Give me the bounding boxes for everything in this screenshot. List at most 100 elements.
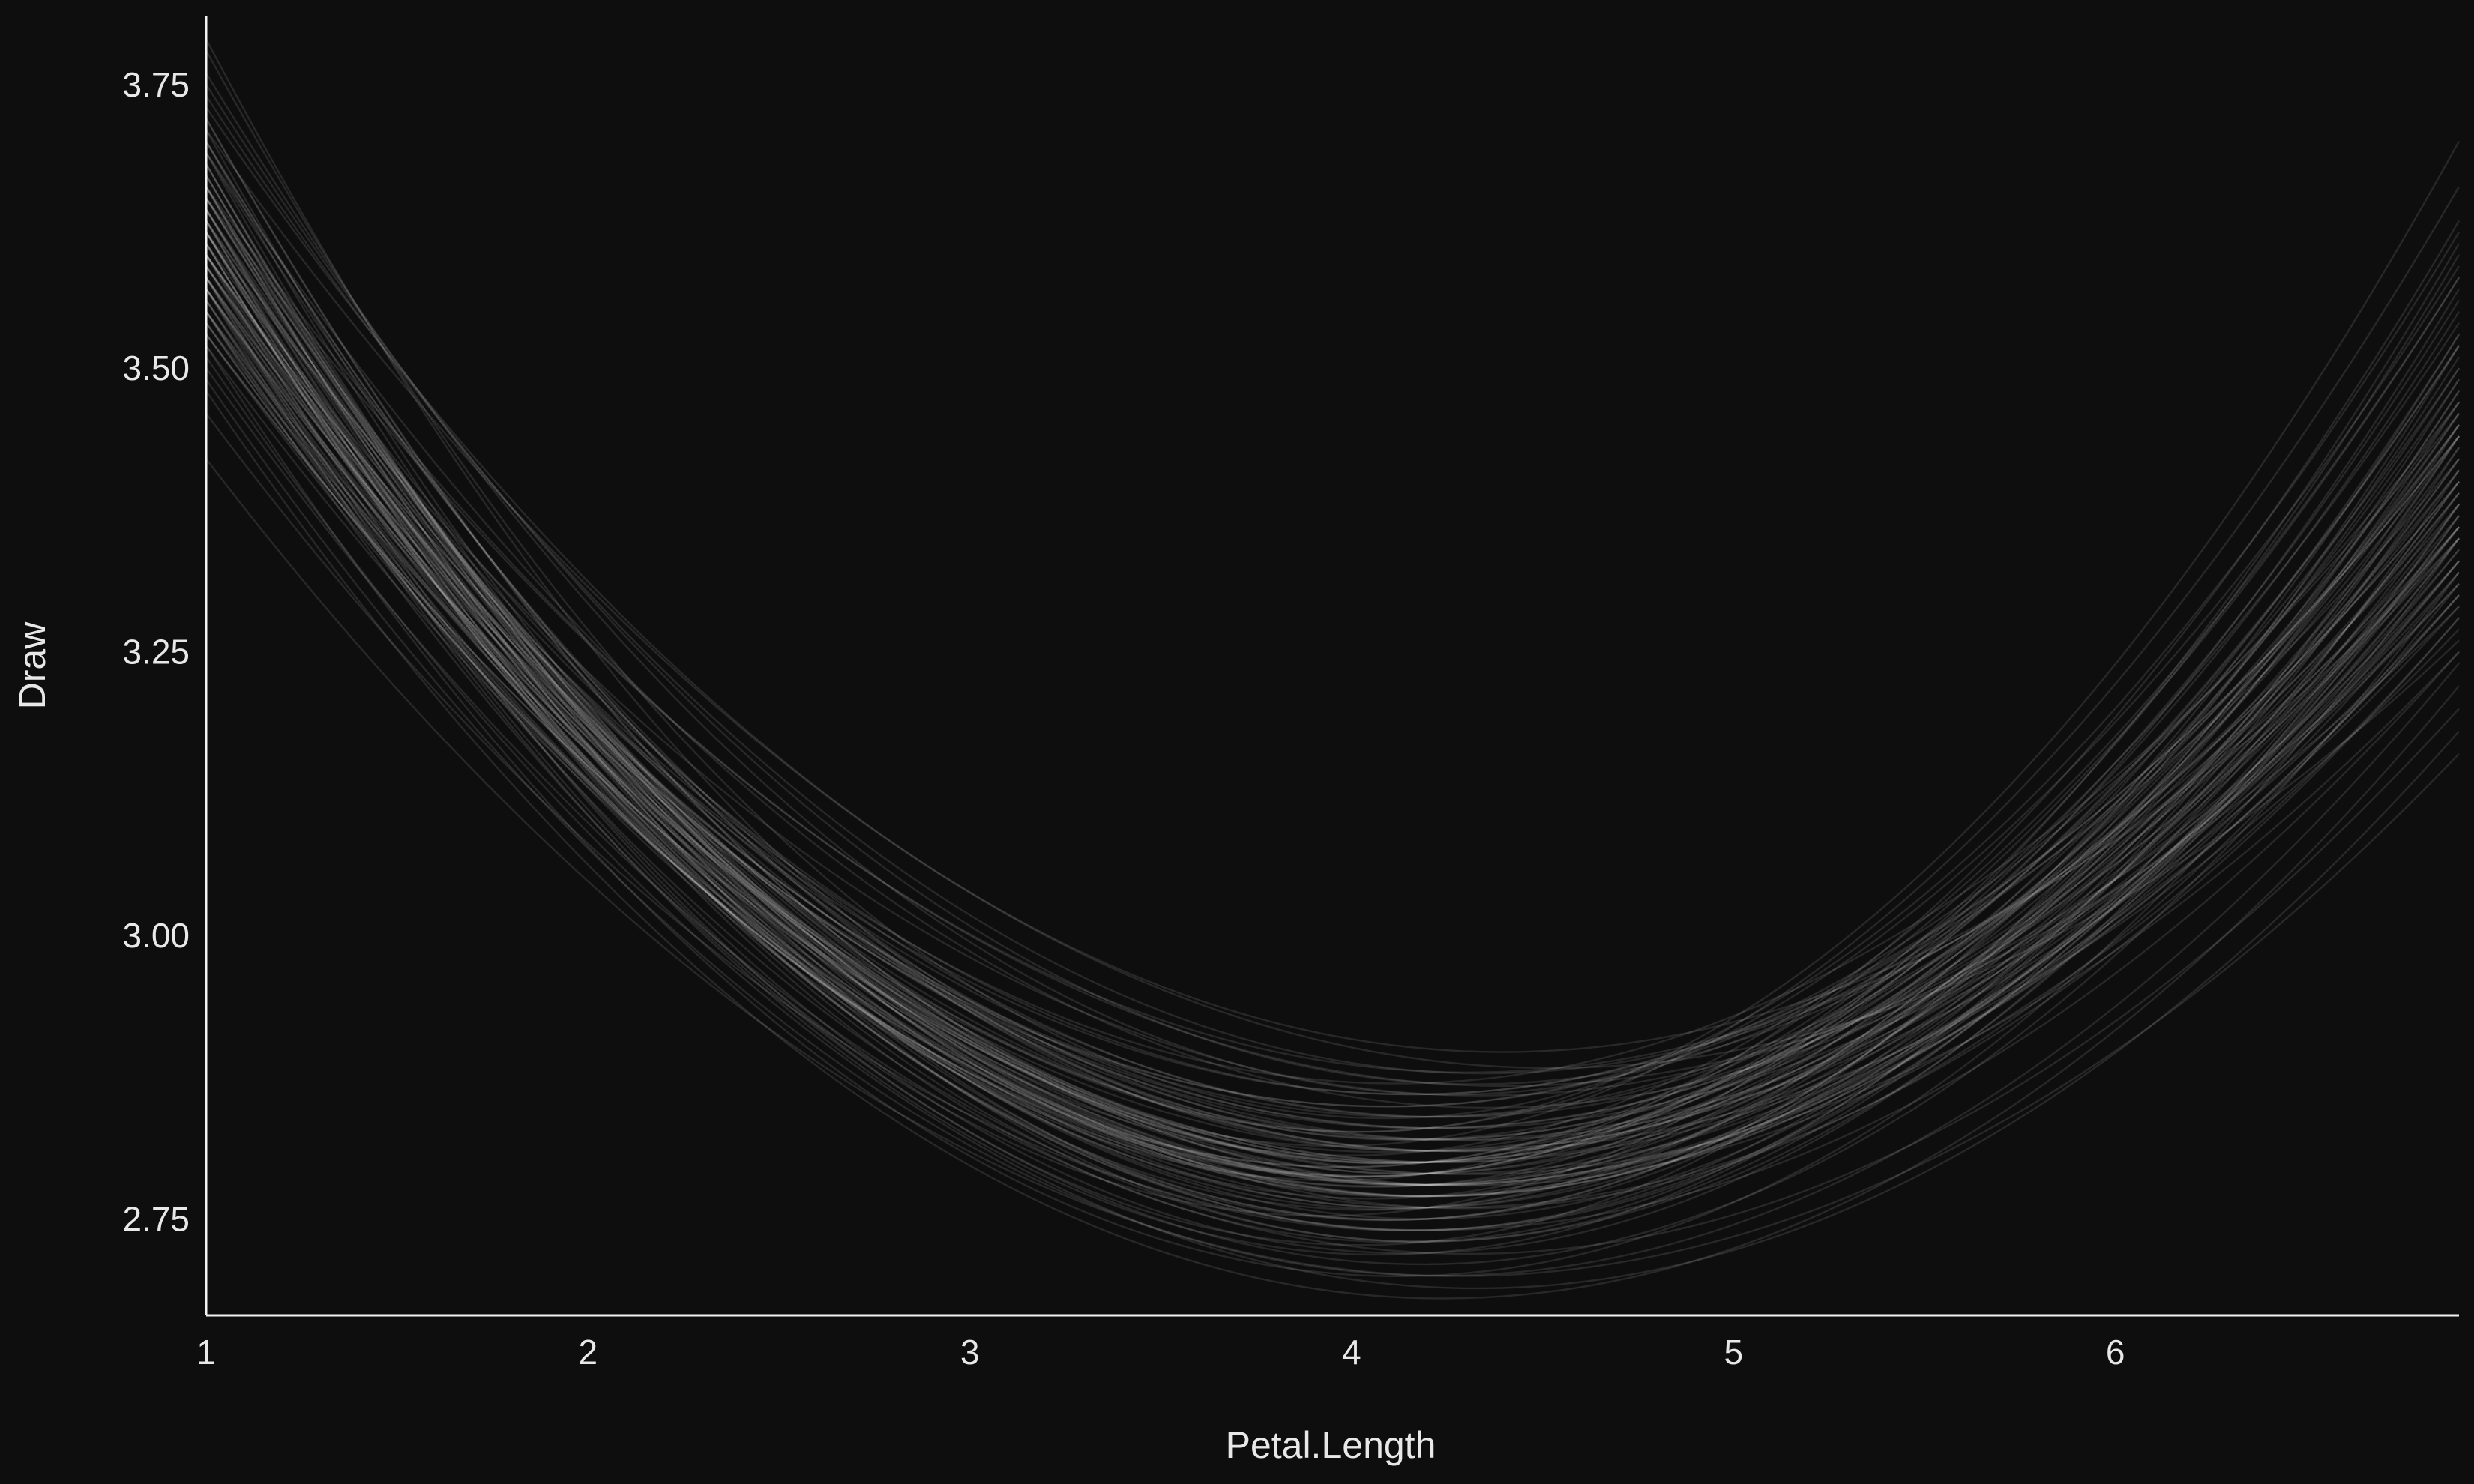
draw-line <box>205 254 2460 1118</box>
draw-line <box>205 310 2460 1141</box>
draw-line <box>205 243 2460 1085</box>
y-tick-label: 3.75 <box>122 65 190 104</box>
draw-line <box>205 175 2461 1165</box>
draw-line <box>205 367 2460 1255</box>
draw-line <box>205 254 2460 1108</box>
x-axis-title: Petal.Length <box>1226 1424 1436 1466</box>
draw-line <box>205 208 2460 1210</box>
draw-lines <box>205 38 2461 1300</box>
draw-line <box>205 243 2461 1217</box>
draw-line <box>205 231 2460 1198</box>
draw-line <box>205 208 2460 1153</box>
draw-line <box>205 197 2460 1165</box>
draw-line <box>205 299 2460 1177</box>
draw-line <box>205 310 2460 1129</box>
draw-line <box>205 49 2461 1120</box>
draw-line <box>205 243 2460 1243</box>
draw-line <box>205 356 2460 1290</box>
draw-line <box>205 231 2460 1175</box>
draw-line <box>205 231 2461 1157</box>
draw-line <box>205 197 2460 1186</box>
draw-line <box>205 322 2460 1198</box>
draw-line <box>205 129 2460 1070</box>
y-axis-title: Draw <box>11 621 53 710</box>
y-tick-label: 2.75 <box>122 1199 190 1238</box>
draw-line <box>205 288 2460 1256</box>
draw-line <box>205 277 2460 1186</box>
draw-line <box>205 243 2461 1168</box>
draw-line <box>205 288 2460 1163</box>
draw-line <box>205 186 2461 1133</box>
draw-line <box>205 151 2460 1141</box>
draw-line <box>205 197 2460 1088</box>
draw-line <box>205 310 2460 1187</box>
x-tick-label: 3 <box>960 1333 980 1372</box>
draw-line <box>205 277 2460 1129</box>
draw-line <box>205 163 2461 1198</box>
draw-line <box>205 73 2460 1096</box>
draw-line <box>205 186 2460 1243</box>
draw-line <box>205 197 2460 1118</box>
draw-line <box>205 334 2460 1176</box>
draw-line <box>205 243 2460 1231</box>
draw-line <box>205 231 2460 1243</box>
draw-line <box>205 265 2460 1186</box>
draw-line <box>205 288 2460 1108</box>
draw-line <box>205 277 2460 1153</box>
draw-line <box>205 231 2461 1211</box>
draw-line <box>205 84 2460 1085</box>
draw-line <box>205 299 2460 1232</box>
draw-line <box>205 254 2460 1153</box>
draw-line <box>205 265 2460 1187</box>
draw-line <box>205 163 2461 1209</box>
draw-line <box>205 220 2460 1096</box>
draw-line <box>205 254 2460 1096</box>
draw-line <box>205 197 2460 1186</box>
draw-line <box>205 118 2461 1165</box>
draw-line <box>205 220 2461 1222</box>
draw-line <box>205 231 2460 1097</box>
x-tick-label: 5 <box>1724 1333 1743 1372</box>
draw-line <box>205 265 2460 1178</box>
draw-line <box>205 208 2461 1178</box>
draw-line <box>205 288 2460 1168</box>
draw-line <box>205 310 2460 1266</box>
draw-line <box>205 378 2460 1277</box>
y-tick-label: 3.50 <box>122 349 190 387</box>
draw-line <box>205 277 2460 1255</box>
draw-line <box>205 334 2460 1186</box>
draw-line <box>205 243 2460 1221</box>
draw-line <box>205 254 2460 1175</box>
x-tick-label: 4 <box>1342 1333 1361 1372</box>
draw-line <box>205 152 2461 1210</box>
draw-line <box>205 95 2460 1075</box>
draw-line <box>205 254 2461 1246</box>
draw-line <box>205 265 2460 1118</box>
draw-line <box>205 220 2460 1220</box>
x-tick-label: 1 <box>196 1333 216 1372</box>
draw-line <box>205 299 2460 1164</box>
draw-line <box>205 163 2461 1231</box>
draw-line <box>205 220 2461 1182</box>
y-tick-labels: 2.75 3.00 3.25 3.50 3.75 <box>122 65 190 1239</box>
draw-line <box>205 208 2461 1200</box>
draw-line <box>205 140 2460 1152</box>
draw-line <box>205 175 2461 1147</box>
draw-line <box>205 322 2460 1209</box>
draw-line <box>205 140 2460 1141</box>
draw-line <box>205 390 2460 1300</box>
draw-line <box>205 38 2461 1133</box>
draw-line <box>205 129 2461 1177</box>
draw-line <box>205 118 2461 1175</box>
draw-line <box>205 208 2460 1198</box>
draw-line <box>205 458 2460 1277</box>
draw-line <box>205 412 2460 1231</box>
draw-line <box>205 140 2461 1188</box>
x-tick-label: 6 <box>2106 1333 2125 1372</box>
draw-line <box>205 345 2460 1278</box>
draw-line <box>205 186 2461 1221</box>
draw-line <box>205 277 2460 1141</box>
draw-line <box>205 322 2460 1153</box>
draw-line <box>205 288 2460 1198</box>
